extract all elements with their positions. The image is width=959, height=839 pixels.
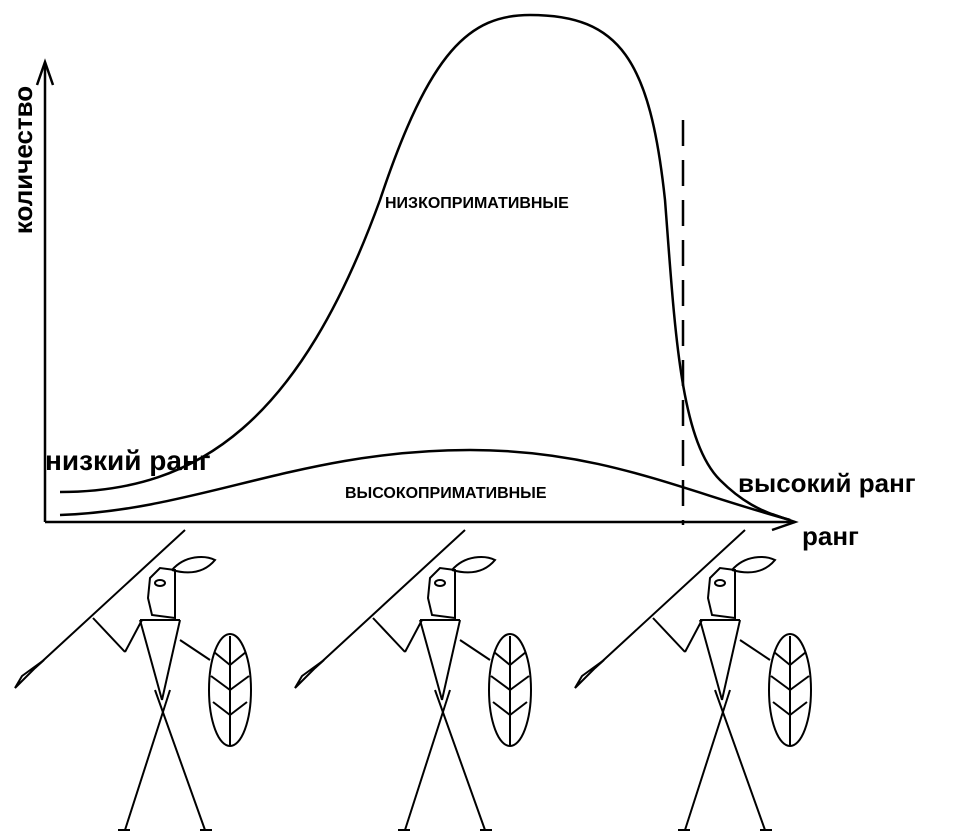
x-axis-label: ранг bbox=[802, 521, 859, 551]
lower-region-label: ВЫСОКОПРИМАТИВНЫЕ bbox=[345, 485, 547, 502]
diagram: количество ранг низкий ранг высокий ранг… bbox=[0, 0, 959, 839]
warrior-figure bbox=[575, 530, 811, 830]
low-rank-label: низкий ранг bbox=[45, 445, 211, 476]
y-axis-label: количество bbox=[8, 86, 38, 234]
warrior-figure bbox=[15, 530, 251, 830]
upper-region-label: НИЗКОПРИМАТИВНЫЕ bbox=[385, 195, 569, 212]
warrior-figure bbox=[295, 530, 531, 830]
high-rank-label: высокий ранг bbox=[738, 468, 916, 498]
